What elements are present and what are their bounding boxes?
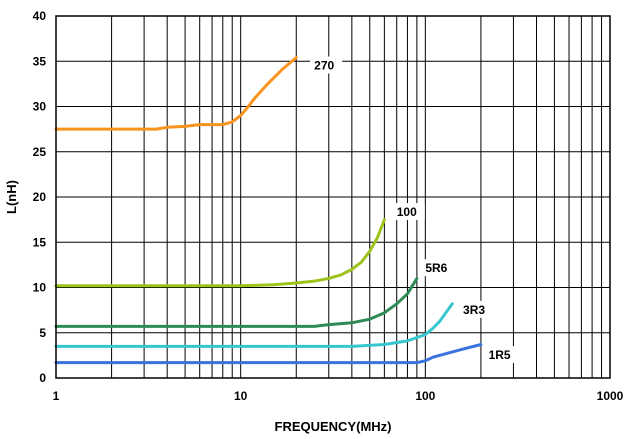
y-tick-label: 10 xyxy=(33,281,47,295)
series-label-5r6: 5R6 xyxy=(425,261,447,275)
series-line-5r6 xyxy=(54,276,419,328)
x-tick-label: 10 xyxy=(234,389,248,403)
series-label-270: 270 xyxy=(314,58,334,72)
y-tick-label: 25 xyxy=(33,145,47,159)
series-label-100: 100 xyxy=(397,205,417,219)
y-tick-label: 40 xyxy=(33,9,47,23)
y-tick-label: 30 xyxy=(33,100,47,114)
plot-border xyxy=(55,15,611,379)
series-label-background xyxy=(484,346,517,364)
x-tick-label: 100 xyxy=(415,389,435,403)
series-label-background xyxy=(310,56,343,74)
y-tick-label: 35 xyxy=(33,54,47,68)
x-tick-label: 1 xyxy=(53,389,60,403)
series-label-background xyxy=(392,203,425,221)
series-line-3r3 xyxy=(54,302,454,348)
series-line-1r5 xyxy=(54,343,483,365)
y-tick-label: 20 xyxy=(33,190,47,204)
series-label-background xyxy=(459,300,492,318)
series-label-3r3: 3R3 xyxy=(463,303,485,317)
y-axis-title: L(nH) xyxy=(4,180,19,214)
series-label-1r5: 1R5 xyxy=(489,348,511,362)
plot-frame xyxy=(55,15,611,379)
x-tick-label: 1000 xyxy=(597,389,624,403)
series-labels: 270 100 5R6 3R3 1R5 xyxy=(310,56,517,364)
y-tick-labels: 0 5 10 15 20 25 30 35 40 xyxy=(33,9,47,385)
series-label-background xyxy=(421,259,454,277)
x-axis-title: FREQUENCY(MHz) xyxy=(275,419,392,434)
y-tick-label: 0 xyxy=(39,371,46,385)
series-line-270 xyxy=(54,56,298,131)
x-tick-labels: 1 10 100 1000 xyxy=(53,389,624,403)
y-tick-label: 15 xyxy=(33,235,47,249)
y-tick-label: 5 xyxy=(39,326,46,340)
series-line-100 xyxy=(54,218,386,288)
series-lines xyxy=(54,56,483,365)
